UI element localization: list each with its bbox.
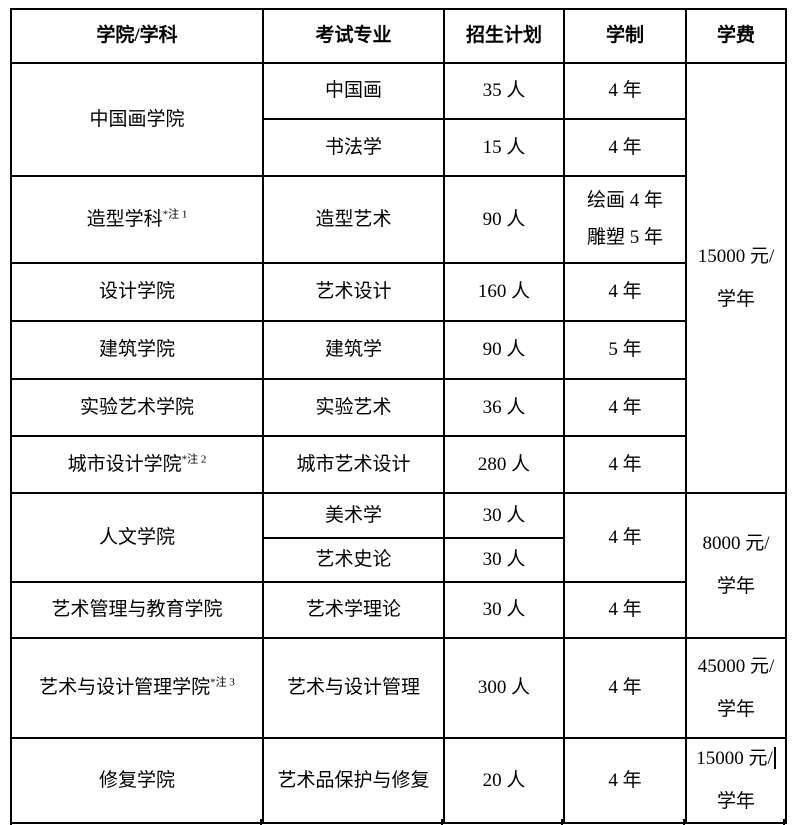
- plan-cell: 160 人: [443, 262, 565, 322]
- admissions-table: 学院/学科 考试专业 招生计划 学制 学费 中国画学院 中国画 35 人 4 年…: [10, 8, 787, 824]
- duration-cell: 4 年: [563, 637, 687, 739]
- table-row: 实验艺术学院 实验艺术 36 人 4 年: [10, 378, 786, 437]
- text-cursor-caret: [773, 747, 776, 770]
- tuition-amount: 8000 元/: [702, 533, 770, 555]
- table-row: 艺术史论 30 人: [11, 537, 786, 583]
- college-cell: 艺术管理与教育学院: [10, 581, 264, 639]
- major-cell: 建筑学: [262, 320, 445, 380]
- duration-cell: 5 年: [563, 320, 687, 380]
- header-cell-plan: 招生计划: [443, 8, 565, 64]
- tuition-amount: 15000 元/: [697, 245, 775, 267]
- plan-cell: 36 人: [443, 378, 565, 437]
- plan-cell: 30 人: [443, 492, 565, 539]
- duration-cell: 4 年: [563, 492, 687, 583]
- college-name: 艺术与设计管理学院: [39, 677, 211, 699]
- tuition-amount-text: 15000 元/: [696, 748, 773, 770]
- major-cell: 艺术史论: [262, 537, 445, 583]
- tuition-unit: 学年: [716, 288, 755, 310]
- college-note-sup: *注 2: [181, 453, 207, 466]
- major-cell: 造型艺术: [262, 175, 445, 264]
- table-row: 修复学院 艺术品保护与修复 20 人 4 年 15000 元/ 学年: [10, 737, 787, 824]
- plan-cell: 15 人: [443, 118, 565, 177]
- duration-cell: 4 年: [563, 118, 687, 177]
- college-note-sup: *注 1: [162, 208, 188, 221]
- tuition-unit: 学年: [716, 698, 755, 720]
- duration-cell: 4 年: [563, 378, 687, 437]
- college-cell: 实验艺术学院: [10, 378, 264, 437]
- duration-line-sculpture: 雕塑 5 年: [586, 227, 663, 248]
- college-cell: 艺术与设计管理学院*注 3: [10, 637, 264, 739]
- major-cell: 艺术品保护与修复: [262, 737, 445, 824]
- plan-cell: 90 人: [443, 320, 565, 380]
- table-row: 艺术与设计管理学院*注 3 艺术与设计管理 300 人 4 年 45000 元/…: [10, 637, 787, 739]
- table-row: 中国画学院 中国画 35 人 4 年 15000 元/ 学年: [10, 62, 787, 494]
- plan-cell: 30 人: [443, 581, 565, 639]
- major-cell: 艺术与设计管理: [262, 637, 445, 739]
- tuition-amount: 45000 元/: [697, 655, 775, 677]
- major-cell: 书法学: [262, 118, 445, 177]
- college-note-sup: *注 3: [210, 676, 235, 689]
- header-cell-college: 学院/学科: [10, 8, 264, 64]
- duration-cell: 4 年: [563, 737, 687, 824]
- header-row: 学院/学科 考试专业 招生计划 学制 学费: [10, 8, 787, 64]
- border-stub: [10, 819, 12, 825]
- duration-cell: 4 年: [563, 581, 687, 639]
- duration-cell: 4 年: [563, 262, 687, 322]
- college-cell: 修复学院: [10, 737, 264, 824]
- plan-cell: 300 人: [443, 637, 565, 739]
- major-cell: 城市艺术设计: [262, 435, 445, 494]
- major-cell: 中国画: [262, 62, 445, 120]
- tuition-cell: 15000 元/ 学年: [685, 62, 787, 494]
- border-stub: [561, 819, 563, 825]
- table-row: 人文学院 美术学 30 人 4 年 8000 元/ 学年: [10, 492, 787, 639]
- header-cell-major: 考试专业: [262, 8, 445, 64]
- college-cell: 中国画学院: [10, 62, 264, 177]
- tuition-unit: 学年: [716, 791, 755, 812]
- college-cell: 人文学院: [10, 492, 264, 583]
- major-cell: 艺术学理论: [262, 581, 445, 639]
- plan-cell: 20 人: [443, 737, 565, 824]
- plan-cell: 35 人: [443, 62, 565, 120]
- header-cell-tuition: 学费: [685, 8, 787, 64]
- table-row: 造型学科*注 1 造型艺术 90 人 绘画 4 年 雕塑 5 年: [10, 175, 786, 264]
- tuition-cell: 45000 元/ 学年: [685, 637, 787, 739]
- duration-cell: 4 年: [563, 62, 687, 120]
- college-name: 城市设计学院: [67, 453, 182, 475]
- border-stub: [260, 819, 262, 825]
- duration-cell: 4 年: [563, 435, 687, 494]
- border-stub: [683, 819, 685, 825]
- table-row: 艺术管理与教育学院 艺术学理论 30 人 4 年: [10, 581, 786, 639]
- major-cell: 艺术设计: [262, 262, 445, 322]
- tuition-amount: 15000 元/: [689, 747, 783, 771]
- college-cell: 造型学科*注 1: [10, 175, 264, 264]
- college-name: 造型学科: [86, 208, 163, 230]
- major-cell: 实验艺术: [262, 378, 445, 437]
- duration-cell: 绘画 4 年 雕塑 5 年: [563, 175, 687, 264]
- plan-cell: 30 人: [443, 537, 565, 583]
- table-row: 书法学 15 人 4 年: [11, 118, 786, 177]
- duration-line-painting: 绘画 4 年: [586, 190, 663, 212]
- header-cell-duration: 学制: [563, 8, 687, 64]
- tuition-cell: 15000 元/ 学年: [685, 737, 787, 824]
- major-cell: 美术学: [262, 492, 445, 539]
- college-cell: 建筑学院: [10, 320, 264, 380]
- college-cell: 城市设计学院*注 2: [10, 435, 264, 494]
- tuition-cell: 8000 元/ 学年: [685, 492, 787, 639]
- table-row: 城市设计学院*注 2 城市艺术设计 280 人 4 年: [10, 435, 786, 494]
- table-row: 建筑学院 建筑学 90 人 5 年: [10, 320, 786, 380]
- border-stub: [441, 819, 443, 825]
- college-cell: 设计学院: [10, 262, 264, 322]
- plan-cell: 90 人: [443, 175, 565, 264]
- table-row: 设计学院 艺术设计 160 人 4 年: [10, 262, 786, 322]
- border-stub: [783, 819, 785, 825]
- tuition-unit: 学年: [716, 576, 755, 597]
- plan-cell: 280 人: [443, 435, 565, 494]
